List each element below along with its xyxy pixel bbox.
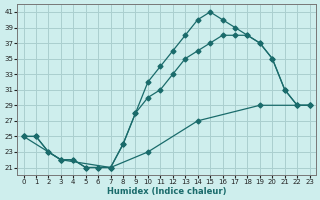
X-axis label: Humidex (Indice chaleur): Humidex (Indice chaleur) [107,187,226,196]
